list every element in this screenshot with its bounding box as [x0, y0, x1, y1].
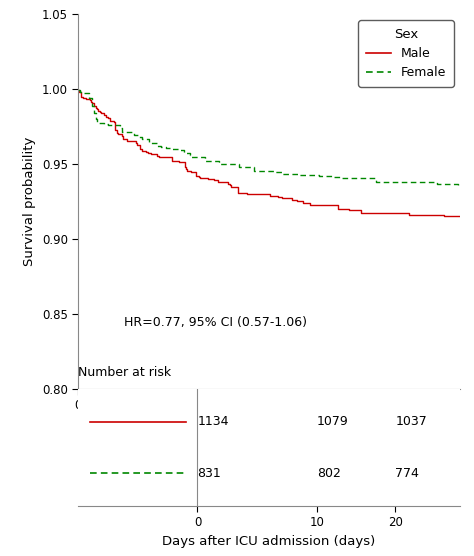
- Text: Number at risk: Number at risk: [78, 366, 171, 379]
- Text: HR=0.77, 95% CI (0.57-1.06): HR=0.77, 95% CI (0.57-1.06): [124, 316, 307, 329]
- Text: 774: 774: [395, 466, 419, 480]
- Text: 1134: 1134: [198, 415, 229, 428]
- Text: 831: 831: [198, 466, 221, 480]
- Text: 802: 802: [317, 466, 340, 480]
- Y-axis label: Survival probability: Survival probability: [23, 137, 36, 266]
- Legend: Male, Female: Male, Female: [358, 20, 454, 87]
- X-axis label: Days after ICU admission (days): Days after ICU admission (days): [163, 415, 375, 428]
- Text: 1079: 1079: [317, 415, 348, 428]
- X-axis label: Days after ICU admission (days): Days after ICU admission (days): [163, 535, 375, 548]
- Text: 1037: 1037: [395, 415, 427, 428]
